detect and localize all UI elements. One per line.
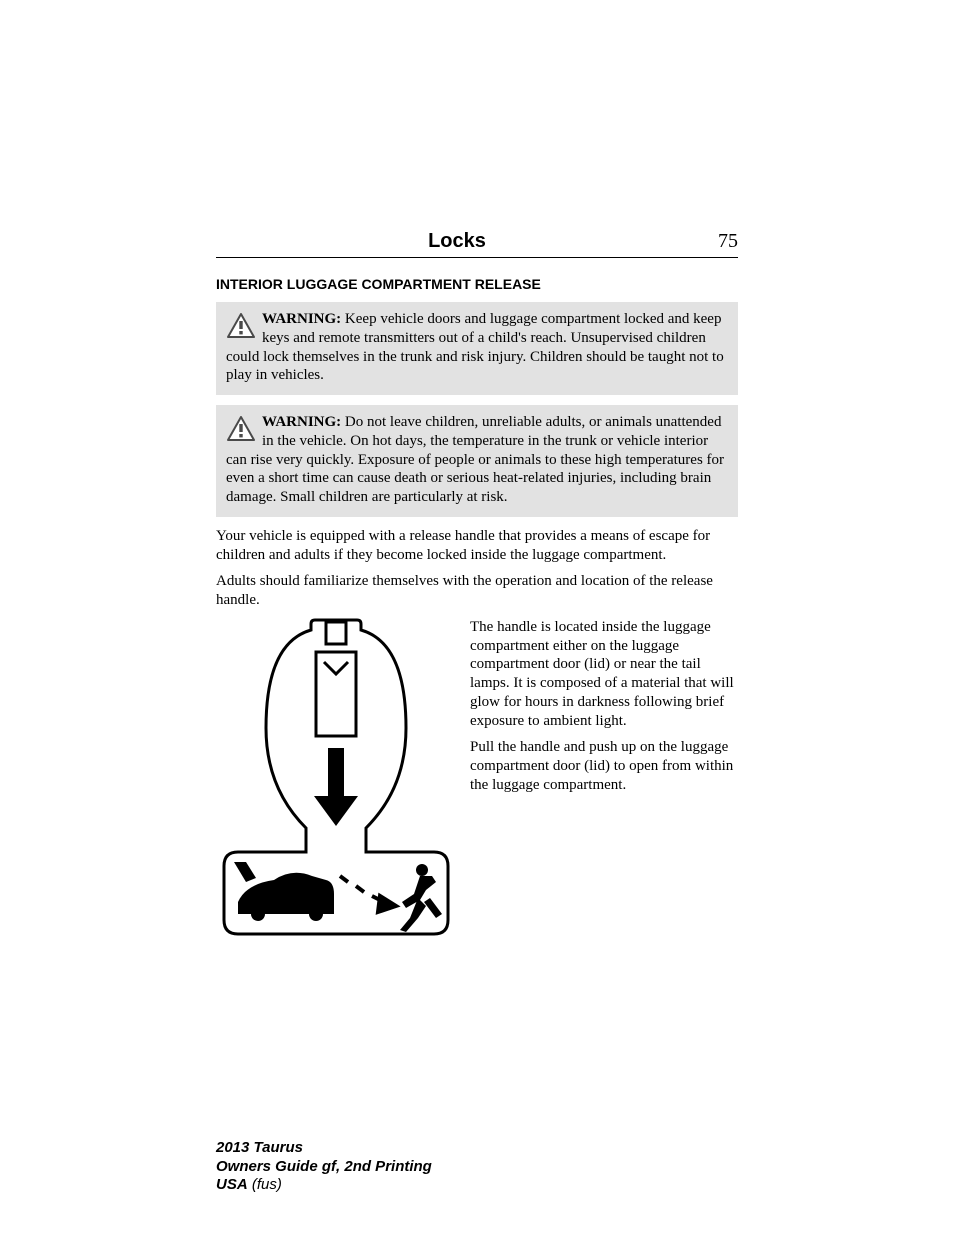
- page-footer: 2013 Taurus Owners Guide gf, 2nd Printin…: [216, 1139, 432, 1195]
- warning-icon: [226, 415, 256, 449]
- warning-icon: [226, 312, 256, 346]
- warning-box-1: WARNING: Keep vehicle doors and luggage …: [216, 302, 738, 395]
- warning-label: WARNING:: [262, 311, 341, 327]
- warning-label: WARNING:: [262, 414, 341, 430]
- footer-line-3a: USA: [216, 1176, 248, 1193]
- paragraph-4: Pull the handle and push up on the lugga…: [470, 738, 738, 794]
- paragraph-2: Adults should familiarize themselves wit…: [216, 572, 738, 610]
- section-heading: INTERIOR LUGGAGE COMPARTMENT RELEASE: [216, 276, 738, 292]
- page-number: 75: [698, 230, 738, 253]
- footer-line-3b: (fus): [248, 1176, 282, 1193]
- paragraph-1: Your vehicle is equipped with a release …: [216, 527, 738, 565]
- paragraph-3: The handle is located inside the luggage…: [470, 618, 738, 731]
- footer-line-2: Owners Guide gf, 2nd Printing: [216, 1158, 432, 1175]
- chapter-title: Locks: [216, 230, 698, 253]
- warning-box-2: WARNING: Do not leave children, unreliab…: [216, 405, 738, 517]
- footer-line-1: 2013 Taurus: [216, 1139, 303, 1156]
- page-header: Locks 75: [216, 230, 738, 258]
- release-handle-figure: [216, 618, 456, 943]
